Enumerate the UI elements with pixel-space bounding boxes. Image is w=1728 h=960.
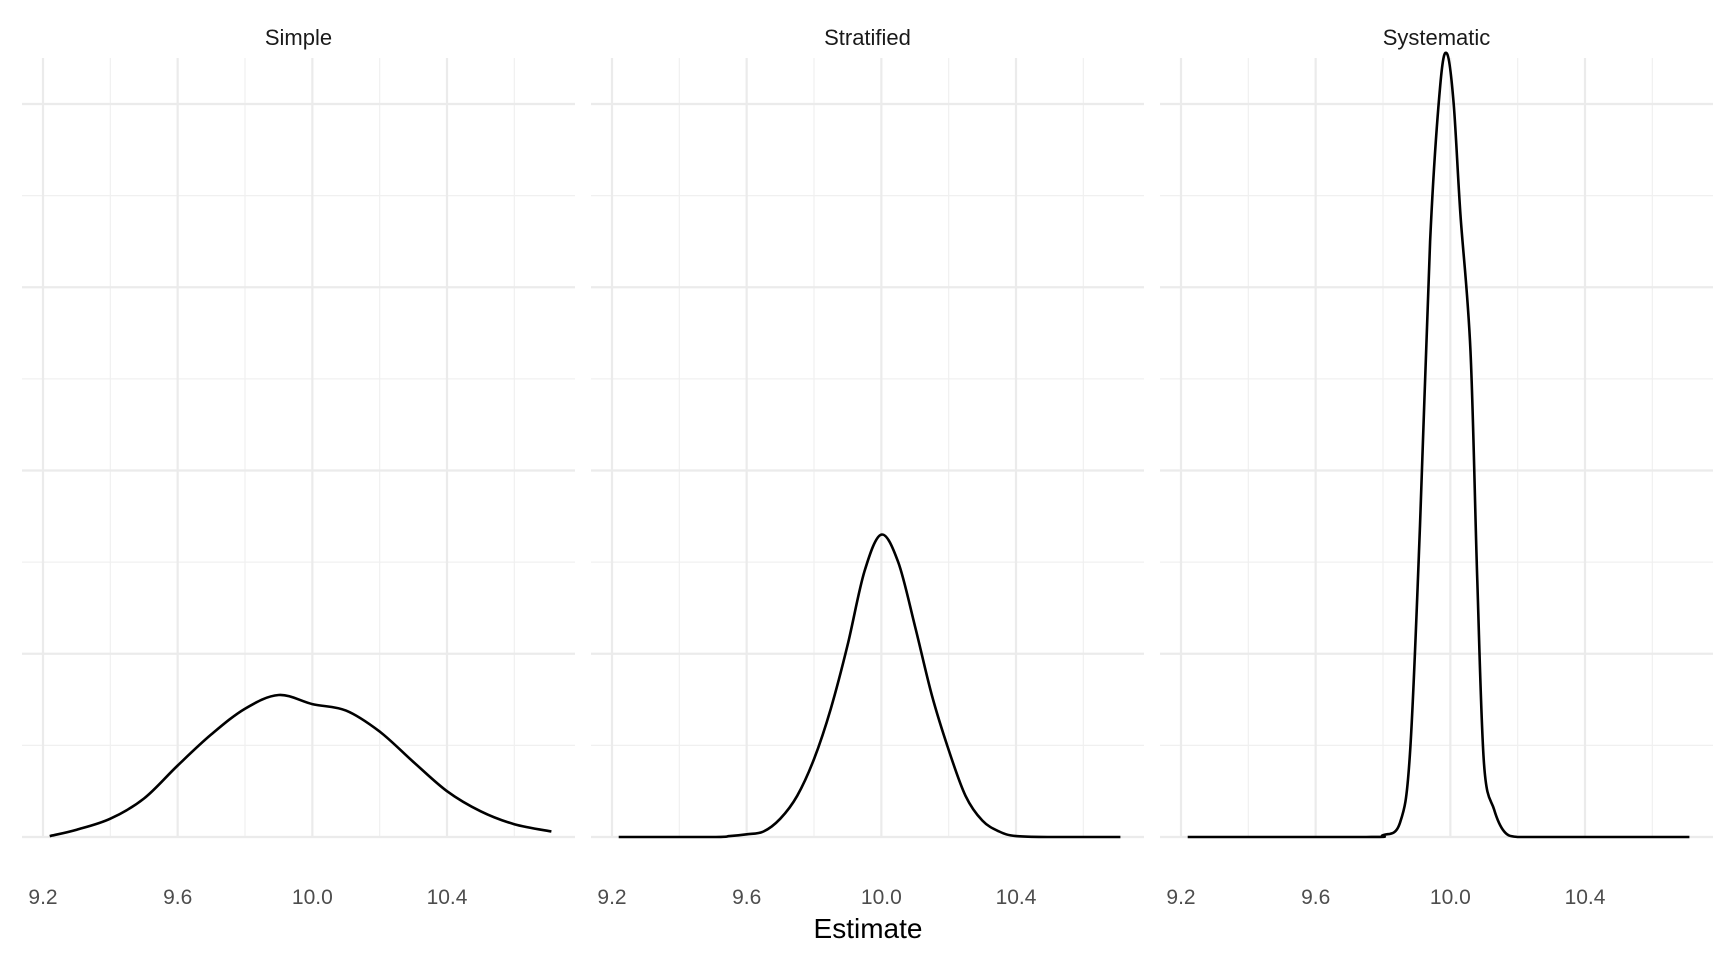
facet-title: Simple <box>265 25 332 50</box>
x-tick-label: 10.4 <box>1565 886 1606 909</box>
facet-panel-systematic: Systematic 9.2 9.6 10.0 10.4 <box>1160 25 1713 909</box>
facet-title: Systematic <box>1383 25 1491 50</box>
density-curve <box>1187 51 1690 839</box>
facet-panels: Simple 9.2 9.6 10.0 10.4 Stratified 9.2 9.6 10.0… <box>22 25 1713 909</box>
x-tick-label: 9.6 <box>732 886 761 909</box>
x-tick-label: 9.2 <box>597 886 626 909</box>
facet-panel-stratified: Stratified 9.2 9.6 10.0 10.4 <box>591 25 1144 909</box>
x-tick-label: 10.0 <box>292 886 333 909</box>
density-curve <box>618 533 1121 839</box>
x-tick-label: 9.6 <box>163 886 192 909</box>
x-tick-label: 9.2 <box>1166 886 1195 909</box>
x-axis-title: Estimate <box>814 913 923 944</box>
x-tick-label: 10.0 <box>1430 886 1471 909</box>
x-tick-label: 10.0 <box>861 886 902 909</box>
density-curve <box>49 693 552 838</box>
x-tick-label: 9.6 <box>1301 886 1330 909</box>
x-tick-label: 10.4 <box>996 886 1037 909</box>
facet-panel-simple: Simple 9.2 9.6 10.0 10.4 <box>22 25 575 909</box>
x-tick-label: 10.4 <box>427 886 468 909</box>
facet-title: Stratified <box>824 25 911 50</box>
x-tick-label: 9.2 <box>28 886 57 909</box>
